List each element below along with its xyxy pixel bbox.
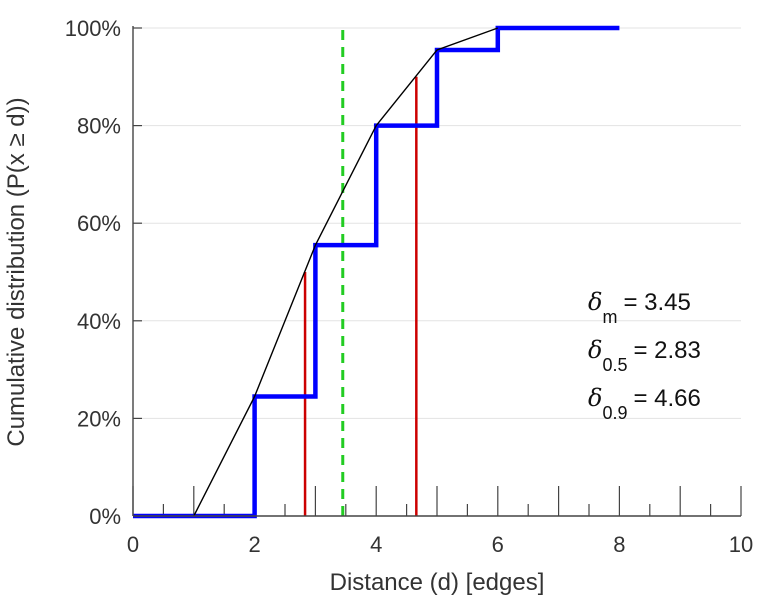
y-tick-label: 0% xyxy=(89,504,121,529)
y-tick-label: 40% xyxy=(77,309,121,334)
y-axis-title: Cumulative distribution (P(x ≥ d)) xyxy=(3,97,30,446)
x-tick-label: 0 xyxy=(127,532,139,557)
reference-lines xyxy=(303,28,418,516)
statistic-label: δ0.9= 4.66 xyxy=(588,384,701,423)
y-tick-label: 60% xyxy=(77,211,121,236)
x-tick-label: 6 xyxy=(492,532,504,557)
step-series xyxy=(133,25,620,519)
statistics-annotations: δm= 3.45 δ0.5= 2.83 δ0.9= 4.66 xyxy=(588,288,701,423)
y-tick-label: 20% xyxy=(77,406,121,431)
x-axis-title: Distance (d) [edges] xyxy=(330,569,545,596)
y-tick-label: 80% xyxy=(77,114,121,139)
statistic-label: δ0.5= 2.83 xyxy=(588,336,701,375)
axes xyxy=(132,26,741,517)
x-tick-label: 10 xyxy=(729,532,753,557)
x-tick-label: 2 xyxy=(248,532,260,557)
y-tick-label: 100% xyxy=(65,16,121,41)
interpolated-series xyxy=(193,27,499,517)
x-tick-label: 4 xyxy=(370,532,382,557)
grid-lines xyxy=(133,27,741,419)
x-tick-label: 8 xyxy=(613,532,625,557)
x-axis-ticks: 0 2 4 6 8 10 xyxy=(127,486,753,557)
statistic-label: δm= 3.45 xyxy=(588,288,691,327)
data-series xyxy=(133,25,620,519)
y-axis-ticks: 0% 20% 40% 60% 80% 100% xyxy=(65,16,142,529)
